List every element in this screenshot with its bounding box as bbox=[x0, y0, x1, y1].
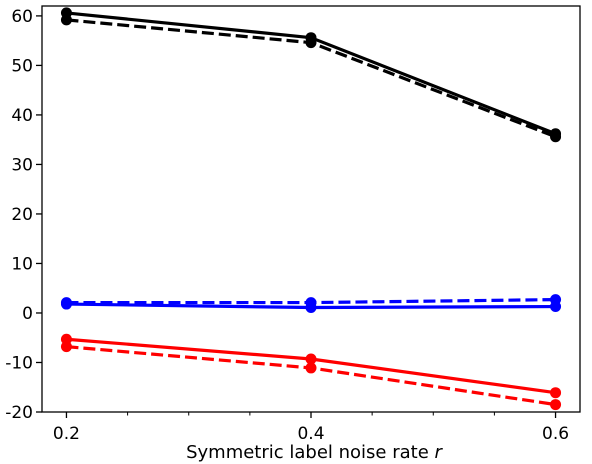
y-tick-label-3: 10 bbox=[11, 254, 33, 274]
axes: -20 -10 0 10 20 30 40 50 60 0.2 0.4 0.6 bbox=[5, 5, 581, 444]
x-axis-label-text: Symmetric label noise rate bbox=[186, 442, 434, 463]
x-tick-label-0: 0.2 bbox=[53, 424, 80, 444]
series-line-0 bbox=[66, 11, 557, 136]
series-1-point-0 bbox=[60, 14, 72, 26]
x-tick-label-1: 0.4 bbox=[297, 424, 324, 444]
series-3-point-0 bbox=[60, 297, 72, 309]
y-tick-label-0: -20 bbox=[5, 403, 33, 423]
series-5-point-0 bbox=[60, 341, 72, 353]
series-1-point-1 bbox=[305, 37, 317, 49]
series-3-point-2 bbox=[550, 294, 562, 306]
x-axis-label-variable: r bbox=[435, 442, 444, 463]
series-1-point-2 bbox=[550, 131, 562, 143]
y-tick-label-6: 40 bbox=[11, 106, 33, 126]
series-5-point-1 bbox=[305, 362, 317, 374]
x-tick-label-2: 0.6 bbox=[542, 424, 569, 444]
x-axis-label: Symmetric label noise rate r bbox=[186, 442, 443, 463]
series-3-point-1 bbox=[305, 297, 317, 309]
y-tick-label-8: 60 bbox=[11, 7, 33, 27]
y-tick-label-1: -10 bbox=[5, 353, 33, 373]
series-4-point-2 bbox=[550, 387, 562, 399]
y-tick-label-2: 0 bbox=[22, 304, 33, 324]
y-tick-label-7: 50 bbox=[11, 56, 33, 76]
series-4-point-1 bbox=[305, 353, 317, 365]
series-5-point-2 bbox=[550, 399, 562, 411]
y-tick-label-4: 20 bbox=[11, 205, 33, 225]
y-tick-label-5: 30 bbox=[11, 155, 33, 175]
plot-marks bbox=[60, 7, 562, 411]
